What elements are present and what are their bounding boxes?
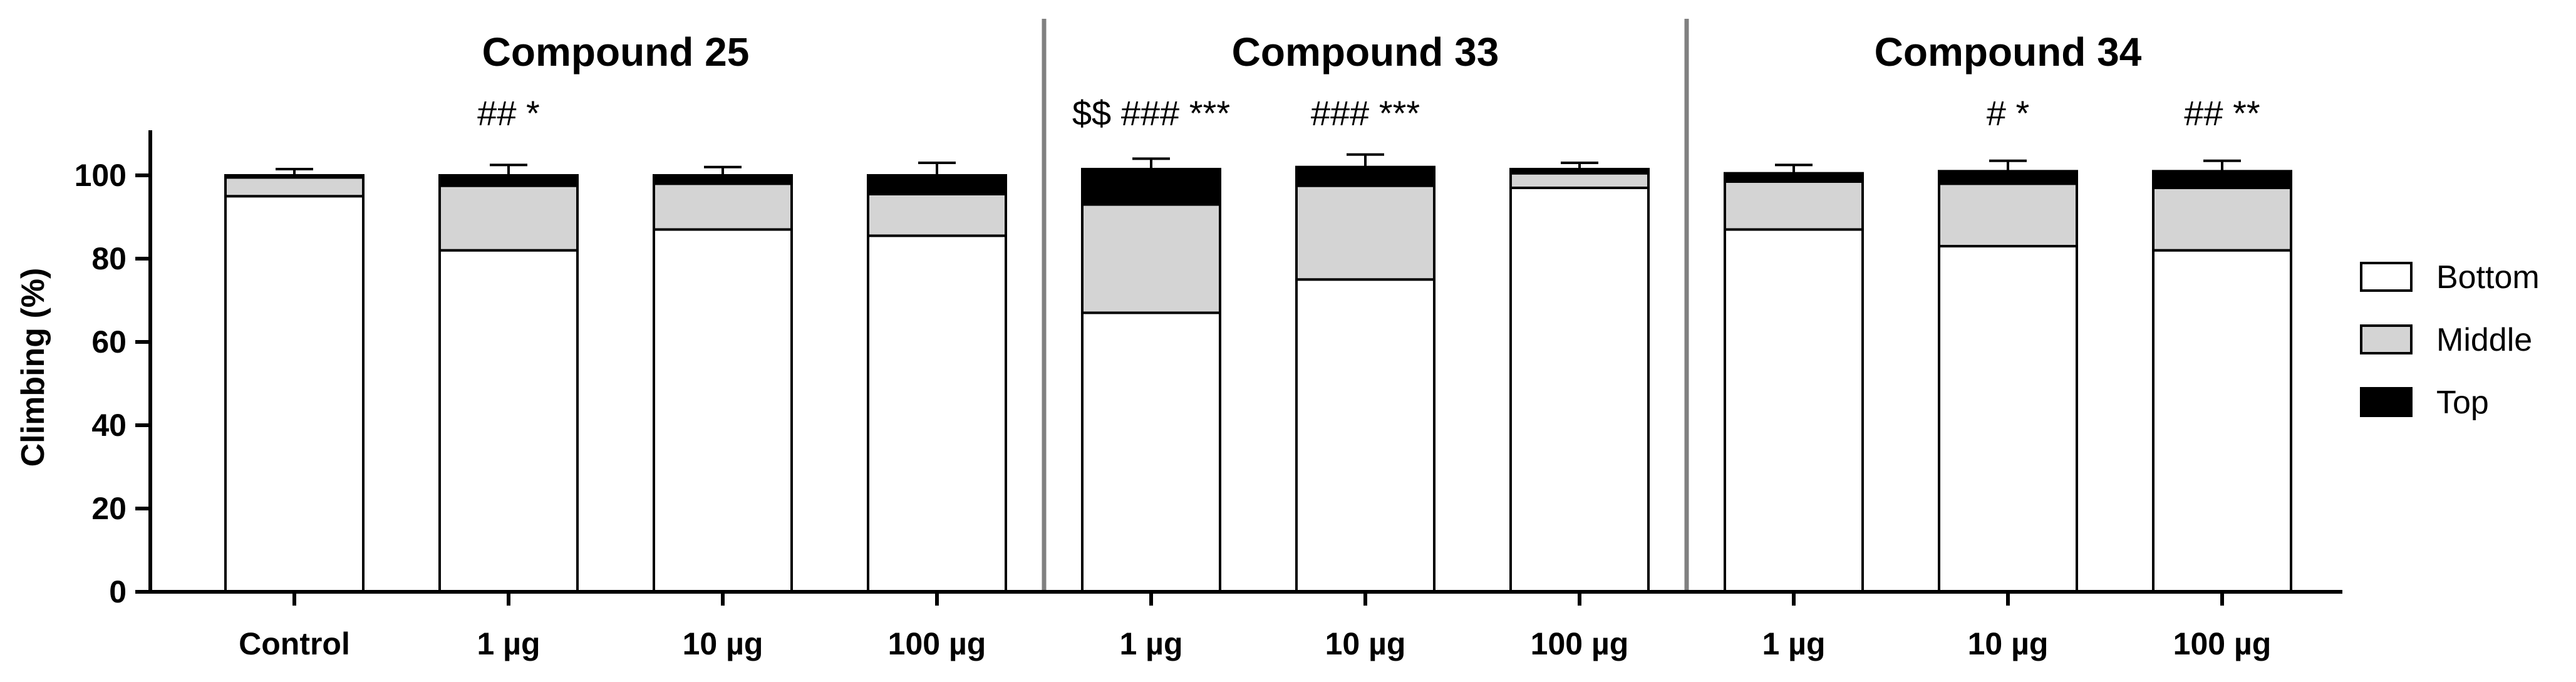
y-tick-label-0: 0 [109,574,127,609]
bar-bottom-7 [1724,228,1864,593]
category-label-4: 1 µg [1119,626,1182,661]
bar-bottom-5 [1295,278,1435,593]
y-tick-label-100: 100 [75,158,127,193]
bar-top-7 [1724,172,1864,183]
bar-top-4 [1081,168,1221,206]
bar-middle-9 [2152,186,2292,252]
y-tick-label-80: 80 [91,241,127,276]
category-label-3: 100 µg [888,626,986,661]
bar-top-2 [653,174,793,185]
bar-middle-1 [438,184,579,252]
bar-top-5 [1295,165,1435,187]
bar-bottom-3 [867,234,1007,593]
significance-label-9: ## ** [2184,93,2260,133]
legend-swatch-top [2360,387,2413,417]
bar-middle-7 [1724,180,1864,231]
bar-middle-0 [224,176,365,198]
bar-bottom-0 [224,195,365,593]
category-label-8: 10 µg [1968,626,2049,661]
bar-middle-6 [1509,172,1650,189]
bar-bottom-2 [653,228,793,593]
bar-bottom-9 [2152,249,2292,593]
category-label-2: 10 µg [683,626,763,661]
bar-bottom-1 [438,249,579,593]
bar-middle-5 [1295,184,1435,281]
category-label-9: 100 µg [2173,626,2272,661]
group-title-1: Compound 25 [482,29,750,75]
significance-label-4: $$ ### *** [1072,93,1230,133]
bar-bottom-4 [1081,311,1221,593]
category-label-7: 1 µg [1762,626,1825,661]
y-tick-label-20: 20 [91,491,127,526]
legend-label-middle: Middle [2436,322,2532,358]
bar-top-0 [224,174,365,179]
bar-top-8 [1938,170,2078,185]
bar-bottom-8 [1938,245,2078,593]
significance-label-5: ### *** [1311,93,1420,133]
bar-top-3 [867,174,1007,195]
legend-label-bottom: Bottom [2436,259,2540,296]
category-label-5: 10 µg [1325,626,1406,661]
bar-middle-2 [653,182,793,231]
category-label-1: 1 µg [477,626,540,661]
bar-top-6 [1509,168,1650,175]
bar-top-1 [438,174,579,187]
legend-swatch-middle [2360,324,2413,354]
legend-swatch-bottom [2360,262,2413,292]
legend-label-top: Top [2436,385,2489,421]
significance-label-8: # * [1987,93,2030,133]
group-title-3: Compound 34 [1875,29,2142,75]
group-title-2: Compound 33 [1232,29,1499,75]
significance-label-1: ## * [477,93,540,133]
y-tick-label-60: 60 [91,324,127,359]
bar-middle-3 [867,192,1007,237]
bar-top-9 [2152,170,2292,189]
y-axis-label: Climbing (%) [15,268,51,467]
bar-bottom-6 [1509,186,1650,593]
category-label-0: Control [239,626,350,661]
y-tick-label-40: 40 [91,408,127,443]
bar-middle-4 [1081,203,1221,314]
bar-middle-8 [1938,182,2078,248]
category-label-6: 100 µg [1531,626,1629,661]
